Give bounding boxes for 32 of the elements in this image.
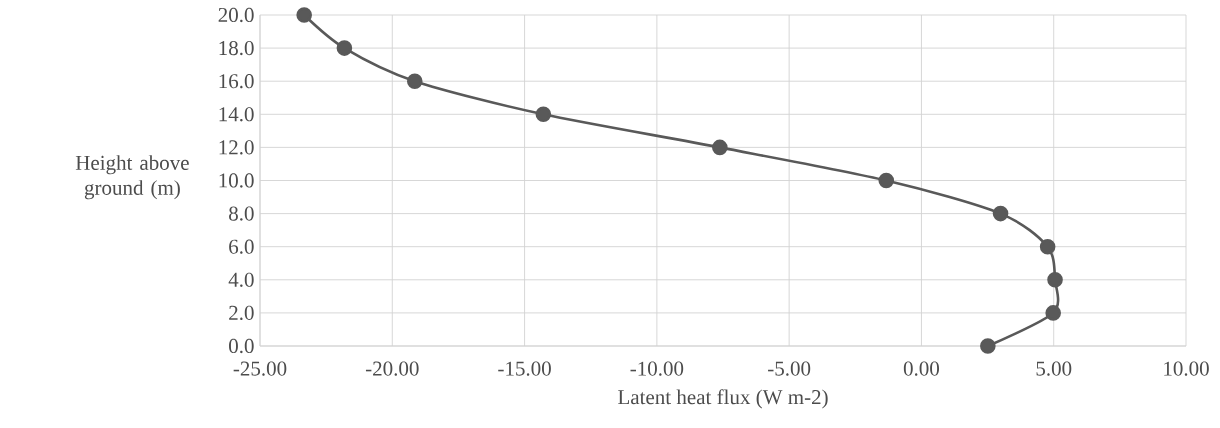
point (712, 139, 728, 156)
point (296, 7, 312, 23)
y-tick-label: 20.0 (218, 7, 254, 23)
y-axis-title: Height above ground (m) (75, 155, 189, 200)
y-tick-label: 16.0 (219, 74, 254, 89)
y-tick-label: 12.0 (219, 140, 254, 155)
y-tick-label: 18.0 (219, 40, 254, 56)
x-tick-label: -20.00 (365, 361, 419, 376)
point (1039, 238, 1056, 255)
point (1047, 272, 1063, 288)
point (1045, 305, 1061, 321)
x-axis-title: Latent heat flux (W m-2) (618, 389, 828, 409)
x-tick-label: -15.00 (498, 361, 551, 376)
y-tick-label: 8.0 (229, 206, 254, 221)
y-tick-label: 14.0 (219, 107, 254, 122)
x-tick-label: -5.00 (768, 361, 811, 376)
y-tick-label: 0.0 (229, 338, 254, 354)
point (878, 172, 895, 189)
y-tick-label: 6.0 (229, 239, 254, 254)
point (336, 40, 353, 56)
x-tick-label: -10.00 (630, 361, 684, 376)
y-tick-label: 2.0 (229, 305, 254, 321)
point (980, 338, 996, 354)
x-tick-label: 10.00 (1164, 361, 1209, 376)
point (992, 205, 1009, 222)
x-tick-label: -25.00 (233, 361, 287, 376)
x-tick-label: 5.00 (1036, 361, 1072, 376)
x-tick-label: 0.00 (903, 361, 940, 376)
point (406, 73, 423, 89)
y-tick-label: 4.0 (228, 272, 254, 287)
y-tick-label: 10.0 (219, 173, 254, 188)
point (535, 106, 552, 123)
